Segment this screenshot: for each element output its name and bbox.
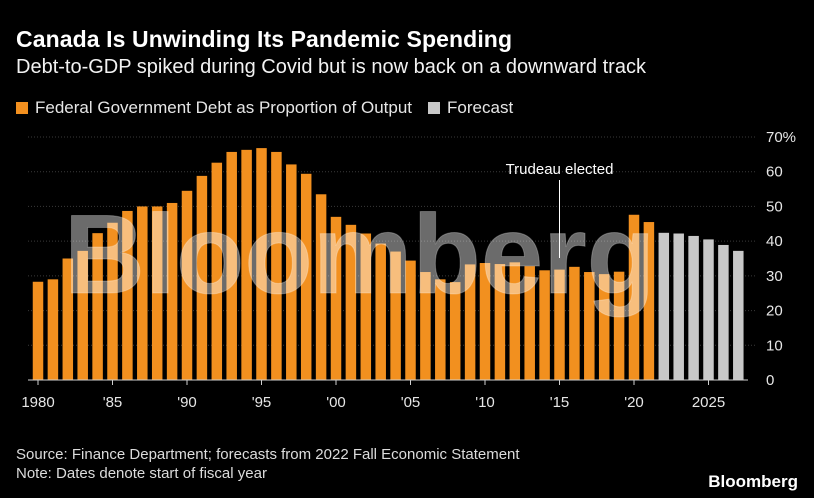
x-tick-label: 1980 <box>21 394 54 411</box>
bar-actual <box>122 210 133 380</box>
bar-forecast <box>733 250 744 380</box>
y-axis-ticks: 0 10 20 30 40 50 60 70% <box>766 129 796 389</box>
bar-actual <box>479 263 491 380</box>
y-tick-label: 0 <box>766 372 774 389</box>
y-tick-label: 30 <box>766 268 783 285</box>
bar-chart: Bloomberg Trudeau elected 1980 '85 '90 '95 '… <box>21 129 796 411</box>
bar-actual <box>47 279 59 380</box>
bar-forecast <box>688 235 699 380</box>
annotation: Trudeau elected <box>506 161 614 258</box>
bar-forecast <box>658 232 670 380</box>
bar-actual <box>345 224 357 380</box>
bar-actual <box>509 262 521 380</box>
bar-actual <box>628 214 640 380</box>
bar-actual <box>166 202 178 380</box>
bar-actual <box>286 164 297 380</box>
y-tick-label: 50 <box>766 198 783 215</box>
bar-actual <box>107 222 118 380</box>
bar-actual <box>584 272 595 380</box>
bar-actual <box>539 270 550 380</box>
bar-actual <box>151 206 163 380</box>
bar-actual <box>643 222 655 380</box>
bar-actual <box>62 258 74 380</box>
x-axis-ticks: 1980 '85 '90 '95 '00 '05 '10 '15 '20 2025 <box>21 380 725 411</box>
bar-actual <box>226 151 237 380</box>
x-tick-label: 2025 <box>692 394 725 411</box>
bloomberg-logo: Bloomberg <box>708 472 798 491</box>
legend-label-forecast: Forecast <box>447 98 514 117</box>
bar-actual <box>181 190 193 380</box>
bar-actual <box>464 264 476 380</box>
x-tick-label: '05 <box>401 394 421 411</box>
bar-actual <box>92 233 103 380</box>
y-tick-label: 10 <box>766 337 783 354</box>
bar-actual <box>241 149 252 380</box>
bars <box>32 148 744 380</box>
bar-actual <box>271 151 282 380</box>
watermark-text: Bloomberg <box>64 192 655 317</box>
bar-forecast <box>718 244 729 380</box>
bar-actual <box>256 148 267 380</box>
bar-actual <box>554 269 565 380</box>
bar-actual <box>32 281 44 380</box>
legend-swatch-forecast <box>428 102 441 114</box>
bar-actual <box>524 266 535 380</box>
bar-actual <box>137 206 148 380</box>
bar-actual <box>435 279 446 380</box>
bar-actual <box>613 271 625 380</box>
annotation-label: Trudeau elected <box>506 161 614 178</box>
bar-actual <box>375 243 386 380</box>
bar-actual <box>360 233 372 380</box>
bar-forecast <box>703 239 714 380</box>
x-tick-label: '85 <box>103 394 123 411</box>
y-tick-label: 70% <box>766 129 796 146</box>
bar-actual <box>420 272 431 380</box>
footer: Source: Finance Department; forecasts fr… <box>16 445 520 483</box>
bar-actual <box>330 216 342 380</box>
legend-item-forecast: Forecast <box>428 98 513 118</box>
x-tick-label: '90 <box>177 394 197 411</box>
bar-actual <box>390 251 401 380</box>
bar-actual <box>598 274 610 380</box>
legend-swatch-debt <box>16 102 28 114</box>
legend: Federal Government Debt as Proportion of… <box>16 98 529 118</box>
chart-title: Canada Is Unwinding Its Pandemic Spendin… <box>16 26 513 52</box>
bar-actual <box>300 173 312 380</box>
chart-subtitle: Debt-to-GDP spiked during Covid but is n… <box>16 56 646 78</box>
x-tick-label: '95 <box>252 394 272 411</box>
x-tick-label: '15 <box>550 394 570 411</box>
source-note: Source: Finance Department; forecasts fr… <box>16 446 520 463</box>
x-tick-label: '20 <box>624 394 644 411</box>
bar-actual <box>569 266 580 380</box>
y-tick-label: 60 <box>766 164 783 181</box>
bar-actual <box>449 282 461 380</box>
x-tick-label: '10 <box>475 394 495 411</box>
bar-actual <box>405 260 416 380</box>
bar-forecast <box>673 233 684 380</box>
legend-item-debt: Federal Government Debt as Proportion of… <box>16 98 412 118</box>
y-tick-label: 40 <box>766 233 783 250</box>
legend-label-debt: Federal Government Debt as Proportion of… <box>35 98 413 117</box>
bar-actual <box>315 194 327 380</box>
x-tick-label: '00 <box>326 394 346 411</box>
date-note: Note: Dates denote start of fiscal year <box>16 465 267 482</box>
y-tick-label: 20 <box>766 303 783 320</box>
bar-actual <box>211 162 223 380</box>
bar-actual <box>77 250 88 380</box>
bar-actual <box>196 175 208 380</box>
bar-actual <box>494 264 506 380</box>
